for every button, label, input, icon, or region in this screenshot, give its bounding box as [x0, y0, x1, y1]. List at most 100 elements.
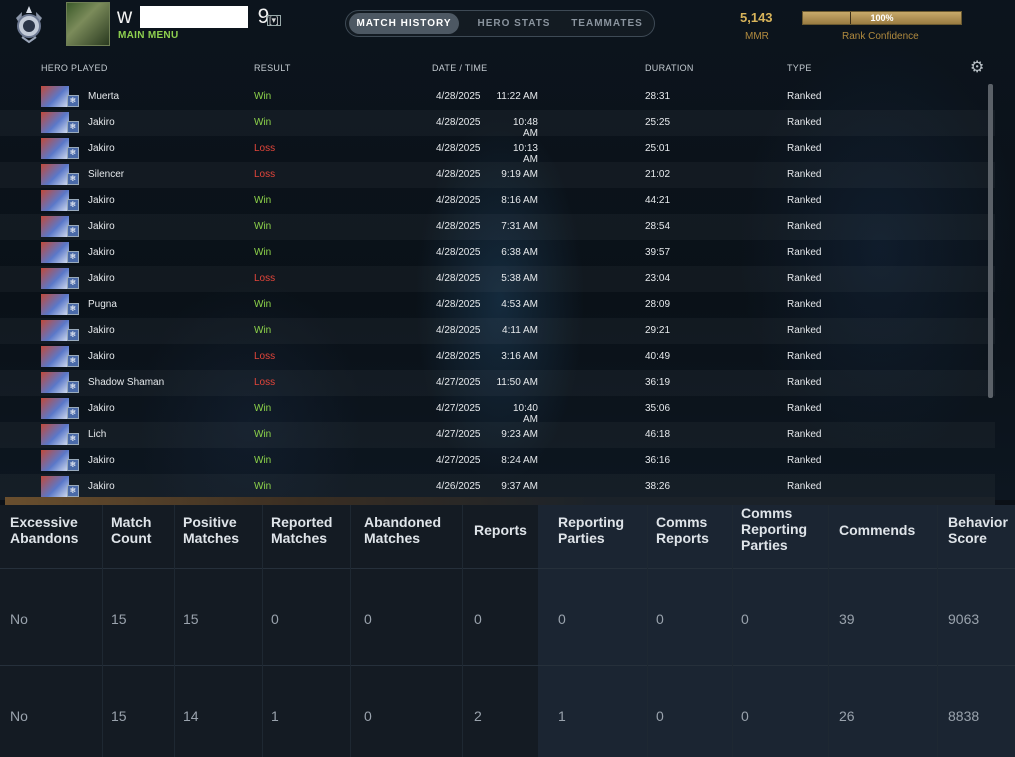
match-result: Win: [254, 221, 272, 232]
behavior-cell: 15: [111, 611, 127, 627]
hero-portrait-icon: [41, 112, 69, 133]
match-row[interactable]: ❄ Jakiro Win 4/28/2025 8:16 AM 44:21 Ranked: [0, 188, 995, 214]
hero-name: Muerta: [88, 91, 120, 102]
match-duration: 25:01: [645, 143, 671, 154]
match-row[interactable]: ❄ Jakiro Win 4/27/2025 10:40 AM 35:06 Ranked: [0, 396, 995, 425]
player-avatar[interactable]: [66, 2, 110, 46]
behavior-cell: 14: [183, 708, 199, 724]
hero-badge-icon: ❄: [67, 225, 79, 237]
match-type: Ranked: [787, 247, 822, 258]
dropdown-caret-icon[interactable]: [▾]: [267, 15, 281, 26]
hero-portrait-icon: [41, 424, 69, 445]
hero-badge-icon: ❄: [67, 329, 79, 341]
match-row[interactable]: ❄ Jakiro Win 4/28/2025 4:11 AM 29:21 Ranked: [0, 318, 995, 344]
behavior-header-line: Abandons: [10, 530, 79, 546]
match-row[interactable]: ❄ Jakiro Loss 4/28/2025 10:13 AM 25:01 Ranked: [0, 136, 995, 165]
match-date: 4/28/2025: [436, 273, 481, 284]
hero-portrait-icon: [41, 268, 69, 289]
match-row[interactable]: ❄ Pugna Win 4/28/2025 4:53 AM 28:09 Ranked: [0, 292, 995, 318]
behavior-header-line: Reporting: [558, 514, 625, 530]
behavior-cell: 0: [558, 611, 566, 627]
hero-name: Jakiro: [88, 143, 115, 154]
hero-portrait-icon: [41, 450, 69, 471]
behavior-header-line: Reported: [271, 514, 333, 530]
match-time: 10:13 AM: [512, 143, 538, 165]
behavior-cell: 0: [741, 708, 749, 724]
match-result: Loss: [254, 169, 276, 180]
match-time: 4:11 AM: [502, 325, 538, 336]
match-time: 10:48 AM: [512, 117, 538, 139]
match-date: 4/28/2025: [436, 221, 481, 232]
col-date-time[interactable]: DATE / TIME: [432, 63, 488, 73]
match-duration: 28:54: [645, 221, 671, 232]
match-type: Ranked: [787, 325, 822, 336]
hero-name: Jakiro: [88, 221, 115, 232]
behavior-header-line: Excessive: [10, 514, 78, 530]
tab-teammates[interactable]: TEAMMATES: [571, 18, 643, 29]
match-date: 4/28/2025: [436, 117, 481, 128]
tab-hero-stats[interactable]: HERO STATS: [477, 18, 551, 29]
match-date: 4/28/2025: [436, 91, 481, 102]
behavior-cell: 15: [111, 708, 127, 724]
match-time: 11:22 AM: [496, 91, 538, 102]
rank-confidence-fill: [803, 12, 961, 24]
behavior-col-divider: [262, 505, 263, 757]
behavior-header: Abandoned Matches: [364, 514, 441, 546]
match-row[interactable]: ❄ Silencer Loss 4/28/2025 9:19 AM 21:02 Ranked: [0, 162, 995, 188]
match-row[interactable]: ❄ Jakiro Win 4/26/2025 9:37 AM 38:26 Ranked: [0, 474, 995, 500]
match-row[interactable]: ❄ Jakiro Loss 4/28/2025 3:16 AM 40:49 Ranked: [0, 344, 995, 370]
behavior-header-line: Comms: [741, 505, 793, 521]
player-name-suffix: 9: [257, 5, 270, 28]
hero-badge-icon: ❄: [67, 381, 79, 393]
match-row[interactable]: ❄ Lich Win 4/27/2025 9:23 AM 46:18 Ranked: [0, 422, 995, 448]
behavior-header: Excessive Abandons: [10, 514, 78, 546]
match-row[interactable]: ❄ Jakiro Win 4/27/2025 8:24 AM 36:16 Ranked: [0, 448, 995, 474]
match-type: Ranked: [787, 91, 822, 102]
behavior-header-line: Positive: [183, 514, 237, 530]
hero-name: Jakiro: [88, 195, 115, 206]
col-type[interactable]: TYPE: [787, 63, 812, 73]
match-row[interactable]: ❄ Jakiro Win 4/28/2025 10:48 AM 25:25 Ranked: [0, 110, 995, 139]
col-result[interactable]: RESULT: [254, 63, 291, 73]
match-duration: 23:04: [645, 273, 671, 284]
match-row[interactable]: ❄ Muerta Win 4/28/2025 11:22 AM 28:31 Ranked: [0, 84, 995, 110]
hero-badge-icon: ❄: [67, 251, 79, 263]
match-result: Win: [254, 325, 272, 336]
behavior-col-divider: [462, 505, 463, 757]
match-date: 4/28/2025: [436, 325, 481, 336]
tab-match-history[interactable]: MATCH HISTORY: [349, 13, 459, 34]
match-row[interactable]: ❄ Jakiro Win 4/28/2025 6:38 AM 39:57 Ranked: [0, 240, 995, 266]
gear-icon[interactable]: ⚙: [970, 59, 985, 76]
col-duration[interactable]: DURATION: [645, 63, 694, 73]
match-row[interactable]: ❄ Jakiro Win 4/28/2025 7:31 AM 28:54 Ranked: [0, 214, 995, 240]
col-hero-played[interactable]: HERO PLAYED: [41, 63, 108, 73]
match-result: Win: [254, 299, 272, 310]
section-divider: [5, 497, 995, 505]
hero-badge-icon: ❄: [67, 173, 79, 185]
behavior-header: Positive Matches: [183, 514, 239, 546]
match-row[interactable]: ❄ Jakiro Loss 4/28/2025 5:38 AM 23:04 Ranked: [0, 266, 995, 292]
player-name-prefix: w: [117, 5, 133, 28]
hero-name: Jakiro: [88, 273, 115, 284]
behavior-header-line: Commends: [839, 522, 916, 538]
behavior-row-divider: [0, 665, 1015, 666]
hero-portrait-icon: [41, 242, 69, 263]
behavior-header-line: Matches: [364, 530, 421, 546]
match-row[interactable]: ❄ Shadow Shaman Loss 4/27/2025 11:50 AM 36:19…: [0, 370, 995, 396]
hero-badge-icon: ❄: [67, 459, 79, 471]
main-menu-link[interactable]: MAIN MENU: [118, 30, 179, 41]
match-date: 4/27/2025: [436, 429, 481, 440]
match-time: 9:37 AM: [501, 481, 538, 492]
hero-name: Shadow Shaman: [88, 377, 165, 388]
behavior-cell: 8838: [948, 708, 980, 724]
behavior-header-line: Abandoned: [364, 514, 441, 530]
match-list-scrollbar[interactable]: [988, 84, 993, 398]
behavior-cell: 15: [183, 611, 199, 627]
match-type: Ranked: [787, 455, 822, 466]
match-date: 4/28/2025: [436, 351, 481, 362]
match-time: 9:23 AM: [501, 429, 538, 440]
match-date: 4/28/2025: [436, 143, 481, 154]
match-time: 9:19 AM: [501, 169, 538, 180]
